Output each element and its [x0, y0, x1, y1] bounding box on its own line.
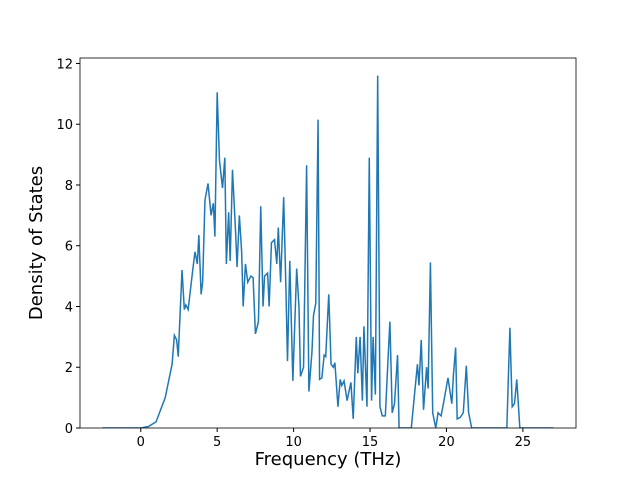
x-tick-label: 10: [285, 435, 302, 450]
y-tick-label: 12: [56, 57, 73, 72]
y-tick-label: 2: [65, 361, 73, 376]
y-tick-label: 4: [65, 300, 73, 315]
x-tick-label: 20: [438, 435, 455, 450]
x-tick-label: 0: [137, 435, 145, 450]
line: [102, 75, 554, 428]
y-axis-label: Density of States: [26, 166, 47, 320]
y-tick-label: 10: [56, 118, 73, 133]
x-axis-label: Frequency (THz): [255, 449, 402, 470]
x-tick-label: 15: [362, 435, 379, 450]
x-tick-label: 25: [515, 435, 532, 450]
y-tick-label: 8: [65, 179, 73, 194]
y-tick-label: 6: [65, 240, 73, 255]
plot-frame: [79, 57, 577, 429]
y-tick-label: 0: [65, 422, 73, 437]
x-tick-label: 5: [213, 435, 221, 450]
